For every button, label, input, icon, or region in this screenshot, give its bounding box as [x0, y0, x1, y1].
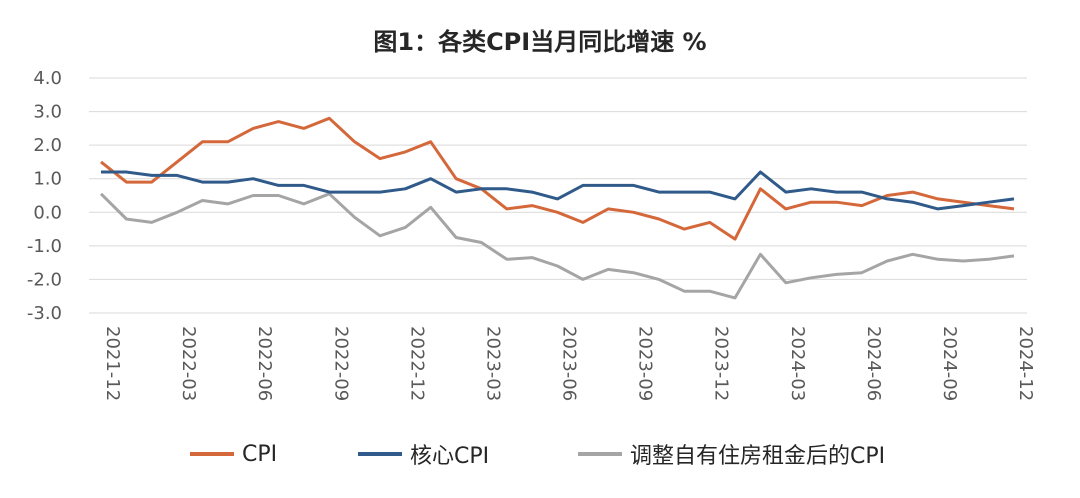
y-tick-label: 2.0: [33, 135, 62, 156]
x-tick-label: 2023-12: [711, 326, 732, 401]
y-tick-label: 4.0: [33, 68, 62, 89]
x-tick-label: 2024-06: [863, 326, 884, 401]
legend-swatch-adjusted-cpi: [578, 452, 622, 456]
x-axis-ticks: 2021-12 2022-03 2022-06 2022-09 2022-12 2023-…: [102, 326, 1036, 401]
x-tick-label: 2024-12: [1015, 326, 1036, 401]
y-tick-label: 0.0: [33, 202, 62, 223]
series-line-2: [99, 192, 1015, 300]
legend-label-cpi: CPI: [242, 441, 278, 467]
series-line-0: [100, 116, 1015, 241]
y-tick-label: -1.0: [27, 236, 62, 257]
series-line-1: [101, 170, 1015, 211]
y-tick-label: -2.0: [27, 269, 62, 290]
series-lines: [99, 116, 1015, 300]
chart-title: 图1：各类CPI当月同比增速 %: [373, 28, 707, 56]
y-tick-label: 1.0: [33, 169, 62, 190]
legend-swatch-core-cpi: [358, 452, 402, 456]
legend-item-core-cpi: 核心CPI: [358, 438, 489, 470]
legend-label-adjusted-cpi: 调整自有住房租金后的CPI: [630, 444, 886, 469]
y-axis-ticks: 4.0 3.0 2.0 1.0 0.0 -1.0 -2.0 -3.0: [27, 68, 62, 324]
x-tick-label: 2023-03: [482, 326, 503, 401]
x-tick-label: 2022-06: [254, 326, 275, 401]
legend-swatch-cpi: [190, 452, 234, 456]
y-tick-label: 3.0: [33, 102, 62, 123]
y-tick-label: -3.0: [27, 303, 62, 324]
x-tick-label: 2024-09: [939, 326, 960, 401]
legend-item-adjusted-cpi: 调整自有住房租金后的CPI: [578, 438, 885, 470]
x-tick-label: 2021-12: [102, 326, 123, 401]
x-tick-label: 2024-03: [787, 326, 808, 401]
x-tick-label: 2023-06: [559, 326, 580, 401]
legend: CPI 核心CPI 调整自有住房租金后的CPI: [0, 438, 1080, 470]
x-tick-label: 2022-03: [178, 326, 199, 401]
legend-item-cpi: CPI: [190, 438, 277, 470]
x-tick-label: 2023-09: [635, 326, 656, 401]
x-tick-label: 2022-09: [330, 326, 351, 401]
x-tick-label: 2022-12: [406, 326, 427, 401]
legend-label-core-cpi: 核心CPI: [410, 444, 490, 469]
